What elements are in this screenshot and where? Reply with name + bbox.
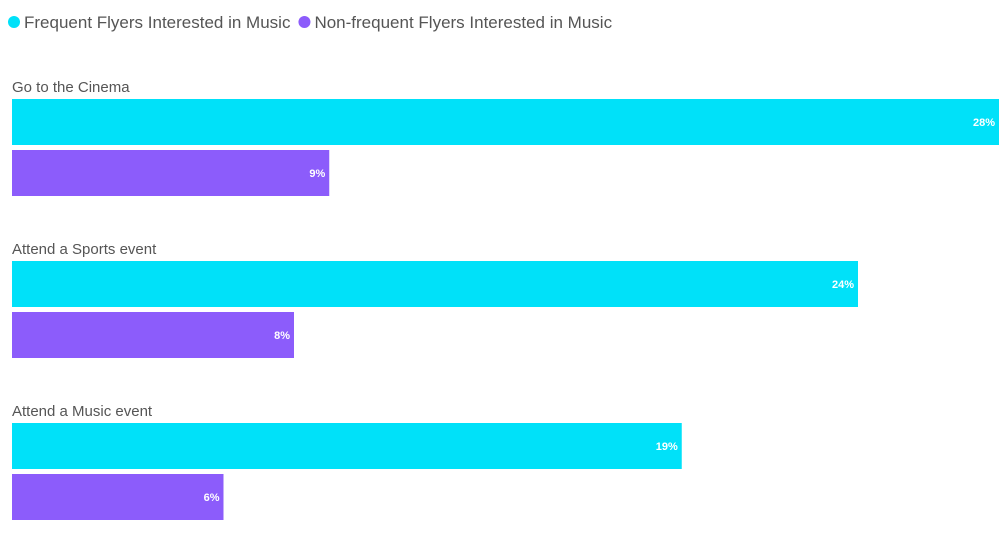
legend-marker-frequent-flyers-interested-in-music [8,16,20,28]
legend-label-non-frequent-flyers-interested-in-music: Non-frequent Flyers Interested in Music [314,13,612,32]
value-label-go-to-the-cinema-frequent: 28% [973,117,995,129]
legend-label-frequent-flyers-interested-in-music: Frequent Flyers Interested in Music [24,13,291,32]
legend: Frequent Flyers Interested in Music Non-f… [8,13,613,32]
category-label-go-to-the-cinema: Go to the Cinema [12,79,130,96]
category-label-attend-a-sports-event: Attend a Sports event [12,241,157,258]
value-label-attend-a-music-event-non-frequent: 6% [204,492,220,504]
plot-area: Go to the Cinema 28% 9% Attend a Sports eve… [12,79,999,520]
legend-marker-non-frequent-flyers-interested-in-music [298,16,311,28]
value-label-attend-a-music-event-frequent: 19% [656,441,678,453]
bar-go-to-the-cinema-non-frequent [12,150,330,196]
bar-attend-a-music-event-frequent [12,423,682,469]
value-label-attend-a-sports-event-non-frequent: 8% [274,330,290,342]
bar-attend-a-sports-event-frequent [12,261,858,307]
bar-attend-a-music-event-non-frequent [12,474,224,520]
category-label-attend-a-music-event: Attend a Music event [12,403,153,420]
bar-attend-a-sports-event-non-frequent [12,312,294,358]
value-label-go-to-the-cinema-non-frequent: 9% [309,168,325,180]
value-label-attend-a-sports-event-frequent: 24% [832,279,854,291]
bar-go-to-the-cinema-frequent [12,99,999,145]
